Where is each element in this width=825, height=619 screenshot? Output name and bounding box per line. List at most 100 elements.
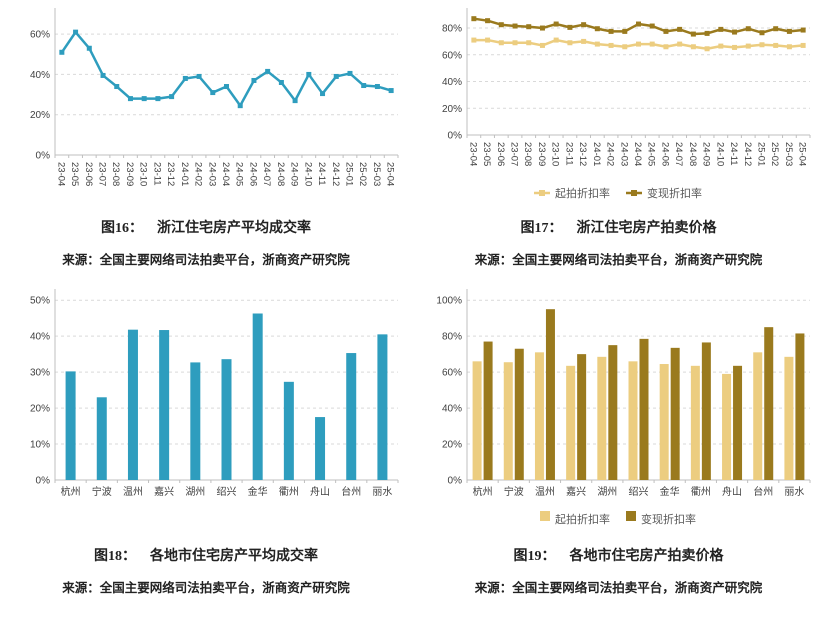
svg-text:绍兴: 绍兴 [629,485,649,498]
figure18-bar-chart: 0% 10% 20% 30% 40% 50% 杭州 宁波 温州 嘉兴 湖州 绍兴 金华 衢州 舟山 台州 丽水 [30,289,399,498]
figure18-caption: 图18： 各地市住宅房产平均成交率 [0,547,412,567]
svg-text:起拍折扣率: 起拍折扣率 [555,512,610,526]
svg-text:20%: 20% [442,440,462,451]
figure19-source: 来源：全国主要网络司法拍卖平台，浙商资产研究院 [474,581,763,595]
svg-text:23-04: 23-04 [55,162,66,186]
svg-text:宁波: 宁波 [504,485,524,498]
svg-text:24-08: 24-08 [687,142,698,166]
svg-text:25-01: 25-01 [755,142,766,166]
svg-text:24-01: 24-01 [179,162,190,186]
svg-text:23-08: 23-08 [110,162,121,186]
left-column: 0% 20% 40% 60% 23-04 23-05 23-06 23-07 23-08 23-0… [0,0,412,597]
svg-text:24-01: 24-01 [591,142,602,166]
svg-text:23-06: 23-06 [83,162,94,186]
svg-text:嘉兴: 嘉兴 [154,485,174,498]
svg-text:23-05: 23-05 [69,162,80,186]
svg-text:23-04: 23-04 [467,142,478,166]
svg-text:23-10: 23-10 [138,162,149,186]
figure16-caption: 图16： 浙江住宅房产平均成交率 [0,219,412,239]
svg-text:23-11: 23-11 [151,162,162,186]
figure17-caption: 图17： 浙江住宅房产拍卖价格 [412,219,825,239]
svg-text:24-10: 24-10 [714,142,725,166]
svg-text:23-06: 23-06 [495,142,506,166]
figure17-caption-label: 图17： [520,221,563,236]
svg-text:23-09: 23-09 [124,162,135,186]
report-page: 0% 20% 40% 60% 23-04 23-05 23-06 23-07 23-08 23-0… [0,0,825,597]
svg-text:80%: 80% [442,24,462,35]
svg-text:60%: 60% [30,30,50,41]
svg-text:24-06: 24-06 [247,162,258,186]
svg-text:24-12: 24-12 [330,162,341,186]
figure16-source: 来源：全国主要网络司法拍卖平台，浙商资产研究院 [62,253,350,267]
svg-text:25-02: 25-02 [357,162,368,186]
svg-text:丽水: 丽水 [372,486,392,498]
svg-text:25-02: 25-02 [769,142,780,166]
svg-text:绍兴: 绍兴 [217,485,237,498]
svg-text:25-03: 25-03 [783,142,794,166]
figure19-caption: 图19： 各地市住宅房产拍卖价格 [412,547,825,567]
svg-text:衢州: 衢州 [691,486,711,498]
svg-text:24-02: 24-02 [605,142,616,166]
svg-text:23-11: 23-11 [563,142,574,166]
svg-text:24-10: 24-10 [302,162,313,186]
svg-text:23-10: 23-10 [550,142,561,166]
svg-text:10%: 10% [30,440,50,451]
svg-text:20%: 20% [30,110,50,121]
svg-text:24-12: 24-12 [742,142,753,166]
figure17-line-chart: 0%20%40%60%80%23-04 23-05 23-06 23-07 23-08 2… [442,8,811,200]
svg-text:20%: 20% [442,104,462,115]
svg-text:24-06: 24-06 [659,142,670,166]
svg-text:衢州: 衢州 [279,486,299,498]
svg-text:台州: 台州 [753,485,773,498]
svg-text:台州: 台州 [341,485,361,498]
figure18-source: 来源：全国主要网络司法拍卖平台，浙商资产研究院 [62,581,350,595]
figure19-caption-label: 图19： [513,549,556,564]
svg-text:24-11: 24-11 [316,162,327,186]
svg-text:25-04: 25-04 [385,162,396,186]
figure19-block: 0% 20% 40% 60% 80% 100% 杭州 宁波 温州 嘉兴 湖州 绍兴 金华 衢州 舟山 台州 丽水… [412,269,825,597]
svg-text:杭州: 杭州 [473,485,493,498]
svg-text:湖州: 湖州 [597,486,617,498]
svg-text:24-04: 24-04 [632,142,643,166]
figure18-caption-title: 各地市住宅房产平均成交率 [150,549,318,564]
svg-text:24-08: 24-08 [275,162,286,186]
svg-text:100%: 100% [436,296,462,307]
svg-text:60%: 60% [442,368,462,379]
svg-text:23-05: 23-05 [481,142,492,166]
svg-text:50%: 50% [30,296,50,307]
svg-text:24-07: 24-07 [673,142,684,166]
svg-text:24-09: 24-09 [701,142,712,166]
svg-text:23-12: 23-12 [577,142,588,166]
svg-text:0%: 0% [36,476,51,487]
svg-text:0%: 0% [448,476,463,487]
svg-text:温州: 温州 [123,486,143,498]
svg-text:起拍折扣率: 起拍折扣率 [555,186,610,200]
svg-text:24-05: 24-05 [234,162,245,186]
svg-text:宁波: 宁波 [92,485,112,498]
svg-text:60%: 60% [442,50,462,61]
figure17-block: 0% 20% 40% 60% 80% 23-04 23-05 23-06 23-07 23-08 2… [412,0,825,269]
svg-text:湖州: 湖州 [185,486,205,498]
svg-text:30%: 30% [30,368,50,379]
svg-text:25-04: 25-04 [797,142,808,166]
svg-text:23-08: 23-08 [522,142,533,166]
svg-text:24-03: 24-03 [618,142,629,166]
svg-text:金华: 金华 [660,485,680,498]
figure16-line-chart: 0% 20% 40% 60% 23-04 23-05 23-06 23-07 23-08 23-0… [30,8,399,186]
svg-text:25-03: 25-03 [371,162,382,186]
figure18-caption-label: 图18： [94,549,136,564]
figure16-caption-label: 图16： [101,221,143,236]
figure19-bar-chart: 0% 20% 40% 60% 80% 100% 杭州 宁波 温州 嘉兴 湖州 绍兴 金华 衢州 舟山 台州 丽水… [436,289,811,526]
svg-text:24-02: 24-02 [193,162,204,186]
svg-text:舟山: 舟山 [310,485,330,498]
svg-text:40%: 40% [30,70,50,81]
svg-text:变现折扣率: 变现折扣率 [641,512,696,526]
svg-text:23-09: 23-09 [536,142,547,166]
figure17-source: 来源：全国主要网络司法拍卖平台，浙商资产研究院 [474,253,763,267]
svg-text:23-12: 23-12 [165,162,176,186]
figure18-block: 0% 10% 20% 30% 40% 50% 杭州 宁波 温州 嘉兴 湖州 绍兴 金华 衢州 舟山 台州 丽水 … [0,269,412,597]
svg-text:24-04: 24-04 [220,162,231,186]
svg-text:丽水: 丽水 [784,486,804,498]
figure17-caption-title: 浙江住宅房产拍卖价格 [576,221,717,236]
svg-text:20%: 20% [30,404,50,415]
